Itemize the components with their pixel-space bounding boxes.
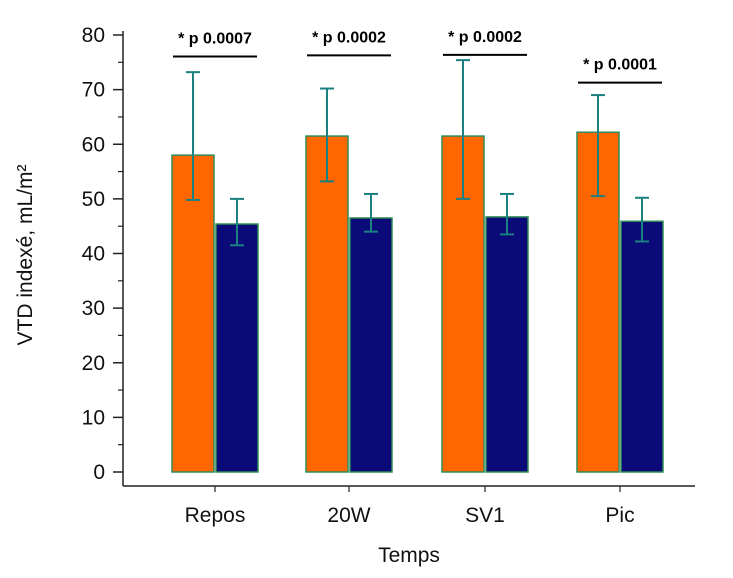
significance-label: * p 0.0002 [448, 29, 522, 46]
x-tick-label: Pic [605, 504, 634, 527]
y-tick-label: 50 [82, 188, 105, 211]
y-tick-label: 40 [82, 243, 105, 266]
y-tick-label: 10 [82, 406, 105, 429]
y-tick-label: 0 [93, 461, 105, 484]
y-tick-label: 80 [82, 24, 105, 47]
bar [172, 155, 214, 472]
y-tick-label: 30 [82, 297, 105, 320]
significance-annotations: * p 0.0007 * p 0.0002 * p 0.0002 * p 0.0001 [173, 29, 662, 83]
bar [216, 224, 258, 472]
significance-label: * p 0.0007 [178, 30, 252, 47]
y-axis-title: VTD indexé, mL/m² [14, 165, 37, 346]
bars [172, 132, 663, 472]
y-tick-label: 20 [82, 352, 105, 375]
x-tick-label: SV1 [465, 504, 505, 527]
x-tick-label: Repos [185, 504, 246, 527]
bar [306, 136, 348, 472]
significance-label: * p 0.0002 [312, 29, 386, 46]
x-tick-label: 20W [327, 504, 370, 527]
y-tick-label: 70 [82, 79, 105, 102]
significance-label: * p 0.0001 [583, 57, 657, 74]
bar [350, 218, 392, 472]
y-tick-label: 60 [82, 133, 105, 156]
x-axis-title: Temps [378, 544, 440, 567]
bar [621, 221, 663, 472]
bar [486, 217, 528, 472]
